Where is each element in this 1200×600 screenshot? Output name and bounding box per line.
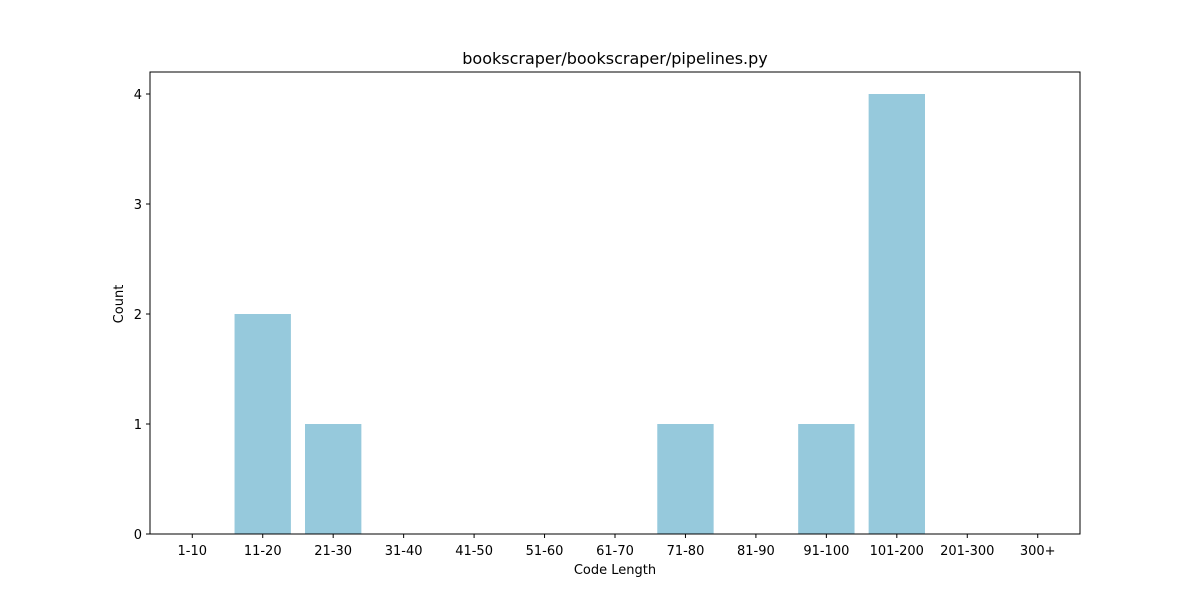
x-tick-label: 41-50 — [455, 544, 493, 559]
bar-71-80 — [657, 424, 714, 534]
y-axis-label: Count — [112, 285, 127, 324]
y-tick-label: 0 — [134, 528, 142, 543]
y-tick-label: 4 — [134, 88, 142, 103]
y-tick-label: 3 — [134, 198, 142, 213]
x-tick-label: 81-90 — [737, 544, 775, 559]
y-tick-label: 1 — [134, 418, 142, 433]
bars-layer — [234, 94, 925, 534]
x-tick-label: 300+ — [1020, 544, 1056, 559]
x-tick-label: 31-40 — [385, 544, 423, 559]
ticks-layer: 1-10 11-20 21-30 31-40 41-50 51-60 61-70 71-80 8… — [134, 88, 1056, 559]
chart-title: bookscraper/bookscraper/pipelines.py — [462, 49, 768, 68]
x-tick-label: 51-60 — [526, 544, 564, 559]
x-tick-label: 101-200 — [870, 544, 924, 559]
x-tick-label: 61-70 — [596, 544, 634, 559]
y-tick-label: 2 — [134, 308, 142, 323]
x-tick-label: 21-30 — [314, 544, 352, 559]
bar-101-200 — [868, 94, 925, 534]
bar-91-100 — [798, 424, 855, 534]
x-tick-label: 11-20 — [244, 544, 282, 559]
x-tick-label: 91-100 — [803, 544, 849, 559]
x-tick-label: 71-80 — [667, 544, 705, 559]
bar-21-30 — [305, 424, 362, 534]
bar-11-20 — [234, 314, 291, 534]
x-tick-label: 1-10 — [178, 544, 208, 559]
x-axis-label: Code Length — [574, 563, 656, 578]
x-tick-label: 201-300 — [940, 544, 994, 559]
plot-frame — [149, 71, 1081, 535]
